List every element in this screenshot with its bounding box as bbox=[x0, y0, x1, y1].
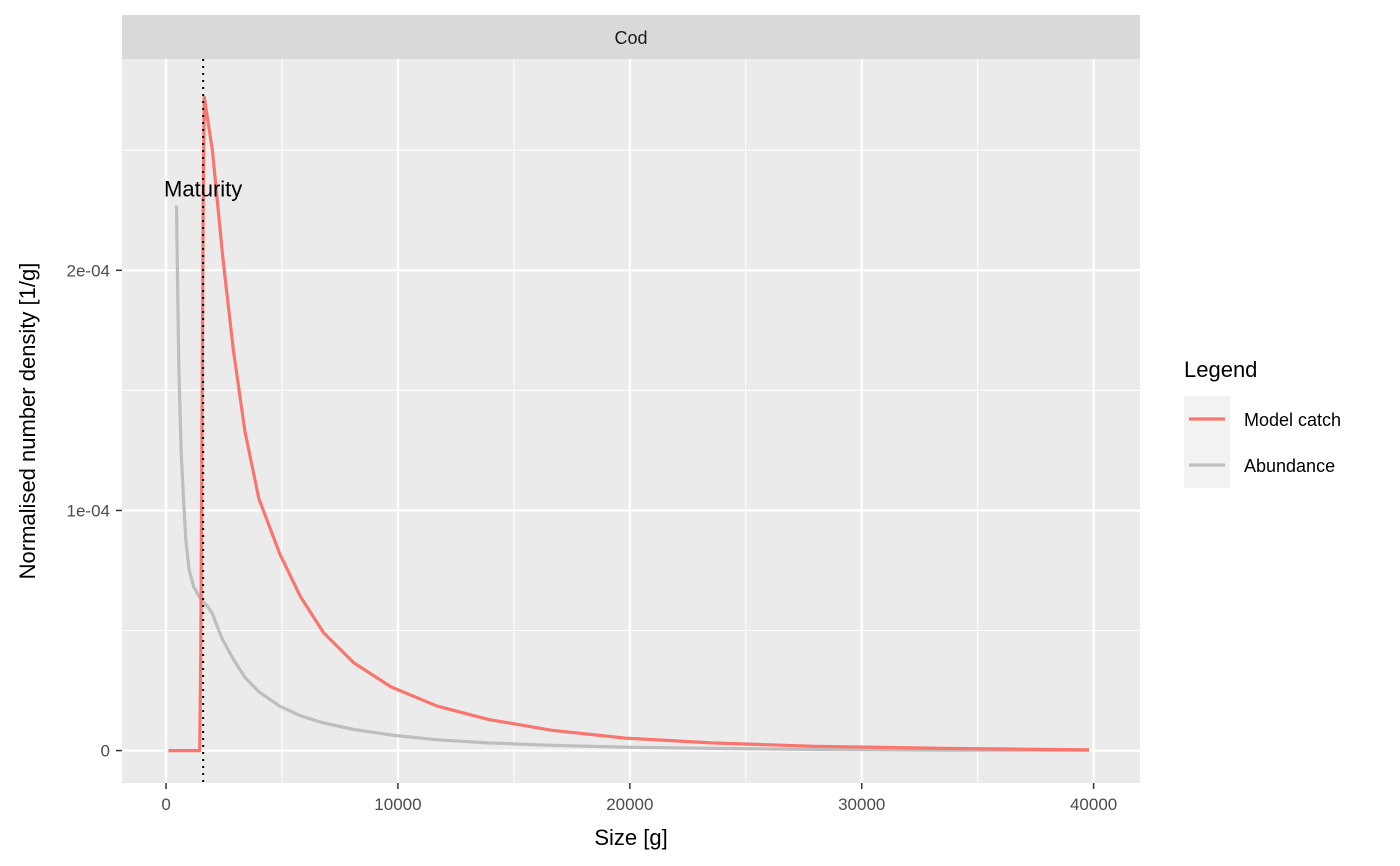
x-axis-title: Size [g] bbox=[594, 825, 667, 850]
y-tick-label: 0 bbox=[101, 742, 110, 761]
x-tick-label: 30000 bbox=[838, 795, 885, 814]
legend: Legend Model catch Abundance bbox=[1184, 357, 1341, 488]
annotation-layer: Maturity bbox=[164, 59, 242, 783]
facet-strip bbox=[122, 15, 1140, 59]
plot-panel bbox=[122, 59, 1140, 783]
series-layer bbox=[168, 95, 1090, 753]
x-tick-label: 10000 bbox=[374, 795, 421, 814]
x-tick-label: 0 bbox=[161, 795, 170, 814]
x-tick-label: 40000 bbox=[1070, 795, 1117, 814]
legend-label-abundance: Abundance bbox=[1244, 456, 1335, 476]
legend-title: Legend bbox=[1184, 357, 1257, 382]
series-line-abundance bbox=[174, 205, 1090, 752]
y-axis: 0 1e-04 2e-04 bbox=[67, 261, 122, 761]
legend-label-model-catch: Model catch bbox=[1244, 410, 1341, 430]
x-tick-label: 20000 bbox=[606, 795, 653, 814]
y-tick-label: 2e-04 bbox=[67, 261, 110, 280]
x-axis: 0 10000 20000 30000 40000 bbox=[161, 783, 1117, 814]
maturity-label: Maturity bbox=[164, 177, 242, 202]
facet-strip-label: Cod bbox=[614, 28, 647, 48]
grid-minor bbox=[122, 59, 1140, 783]
grid-major bbox=[122, 59, 1140, 783]
series-line-model-catch bbox=[168, 95, 1090, 753]
y-axis-title: Normalised number density [1/g] bbox=[15, 263, 40, 580]
y-tick-label: 1e-04 bbox=[67, 501, 110, 520]
